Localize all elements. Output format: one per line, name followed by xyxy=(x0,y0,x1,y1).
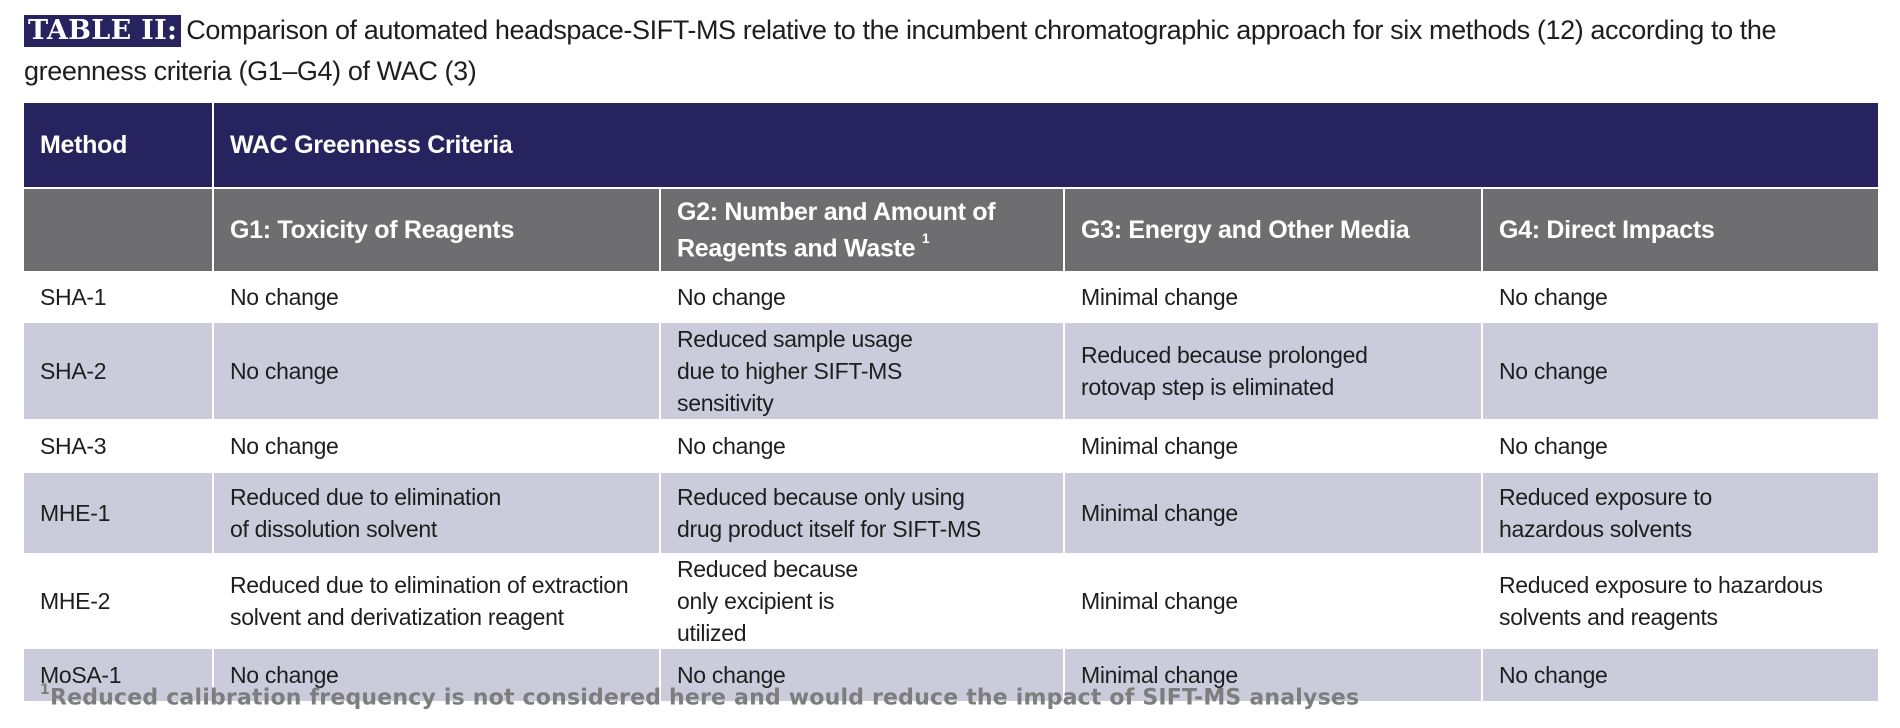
criteria-header: WAC Greenness Criteria xyxy=(213,103,1879,188)
g2-cell: Reduced because only excipient is utiliz… xyxy=(660,553,1065,649)
column-header-g3: G3: Energy and Other Media xyxy=(1064,187,1483,271)
method-header: Method xyxy=(24,103,214,188)
g4-cell: No change xyxy=(1482,419,1879,473)
g4-cell: Reduced exposure to hazardous solvents xyxy=(1482,473,1879,553)
g2-cell: Reduced because only using drug product … xyxy=(660,473,1065,553)
table-footnote: 1Reduced calibration frequency is not co… xyxy=(40,682,1360,711)
table-row: MHE-2 Reduced due to elimination of extr… xyxy=(24,553,1879,649)
footnote-number: 1 xyxy=(40,682,50,698)
g3-cell: Minimal change xyxy=(1064,553,1483,649)
header-row-criteria: G1: Toxicity of Reagents G2: Number and … xyxy=(24,187,1879,271)
method-cell: MHE-2 xyxy=(24,553,214,649)
table-row: SHA-1 No change No change Minimal change… xyxy=(24,271,1879,323)
g1-cell: Reduced due to elimination of extraction… xyxy=(213,553,661,649)
g4-cell: No change xyxy=(1482,323,1879,419)
g1-cell: No change xyxy=(213,323,661,419)
method-cell: MHE-1 xyxy=(24,473,214,553)
g2-cell: No change xyxy=(660,419,1065,473)
g2-cell: No change xyxy=(660,649,1065,701)
column-header-g4: G4: Direct Impacts xyxy=(1482,187,1879,271)
table-row: MHE-1 Reduced due to elimination of diss… xyxy=(24,473,1879,553)
method-cell: MoSA-1 xyxy=(24,649,214,701)
header-row-primary: Method WAC Greenness Criteria xyxy=(24,103,1879,188)
greenness-table: Method WAC Greenness Criteria G1: Toxici… xyxy=(24,103,1879,701)
table-row: SHA-3 No change No change Minimal change… xyxy=(24,419,1879,473)
caption-text: Comparison of automated headspace-SIFT-M… xyxy=(24,15,1777,86)
g1-cell: No change xyxy=(213,271,661,323)
g1-cell: No change xyxy=(213,649,661,701)
method-cell: SHA-3 xyxy=(24,419,214,473)
table-row: SHA-2 No change Reduced sample usage due… xyxy=(24,323,1879,419)
g1-cell: Reduced due to elimination of dissolutio… xyxy=(213,473,661,553)
table-label: TABLE II: xyxy=(24,15,182,47)
g4-cell: No change xyxy=(1482,271,1879,323)
method-header-blank xyxy=(24,187,214,271)
table-row: MoSA-1 No change No change Minimal chang… xyxy=(24,649,1879,701)
column-header-g2: G2: Number and Amount of Reagents and Wa… xyxy=(660,187,1065,271)
g3-cell: Minimal change xyxy=(1064,649,1483,701)
g4-cell: Reduced exposure to hazardous solvents a… xyxy=(1482,553,1879,649)
method-cell: SHA-2 xyxy=(24,323,214,419)
table-caption: TABLE II: Comparison of automated headspa… xyxy=(24,10,1880,91)
method-cell: SHA-1 xyxy=(24,271,214,323)
g3-cell: Minimal change xyxy=(1064,271,1483,323)
g4-cell: No change xyxy=(1482,649,1879,701)
footnote-text: Reduced calibration frequency is not con… xyxy=(49,685,1360,711)
g1-cell: No change xyxy=(213,419,661,473)
g3-cell: Minimal change xyxy=(1064,419,1483,473)
column-header-g1: G1: Toxicity of Reagents xyxy=(213,187,661,271)
g3-cell: Reduced because prolonged rotovap step i… xyxy=(1064,323,1483,419)
g3-cell: Minimal change xyxy=(1064,473,1483,553)
footnote-marker: 1 xyxy=(921,229,930,246)
g2-cell: Reduced sample usage due to higher SIFT-… xyxy=(660,323,1065,419)
g2-cell: No change xyxy=(660,271,1065,323)
